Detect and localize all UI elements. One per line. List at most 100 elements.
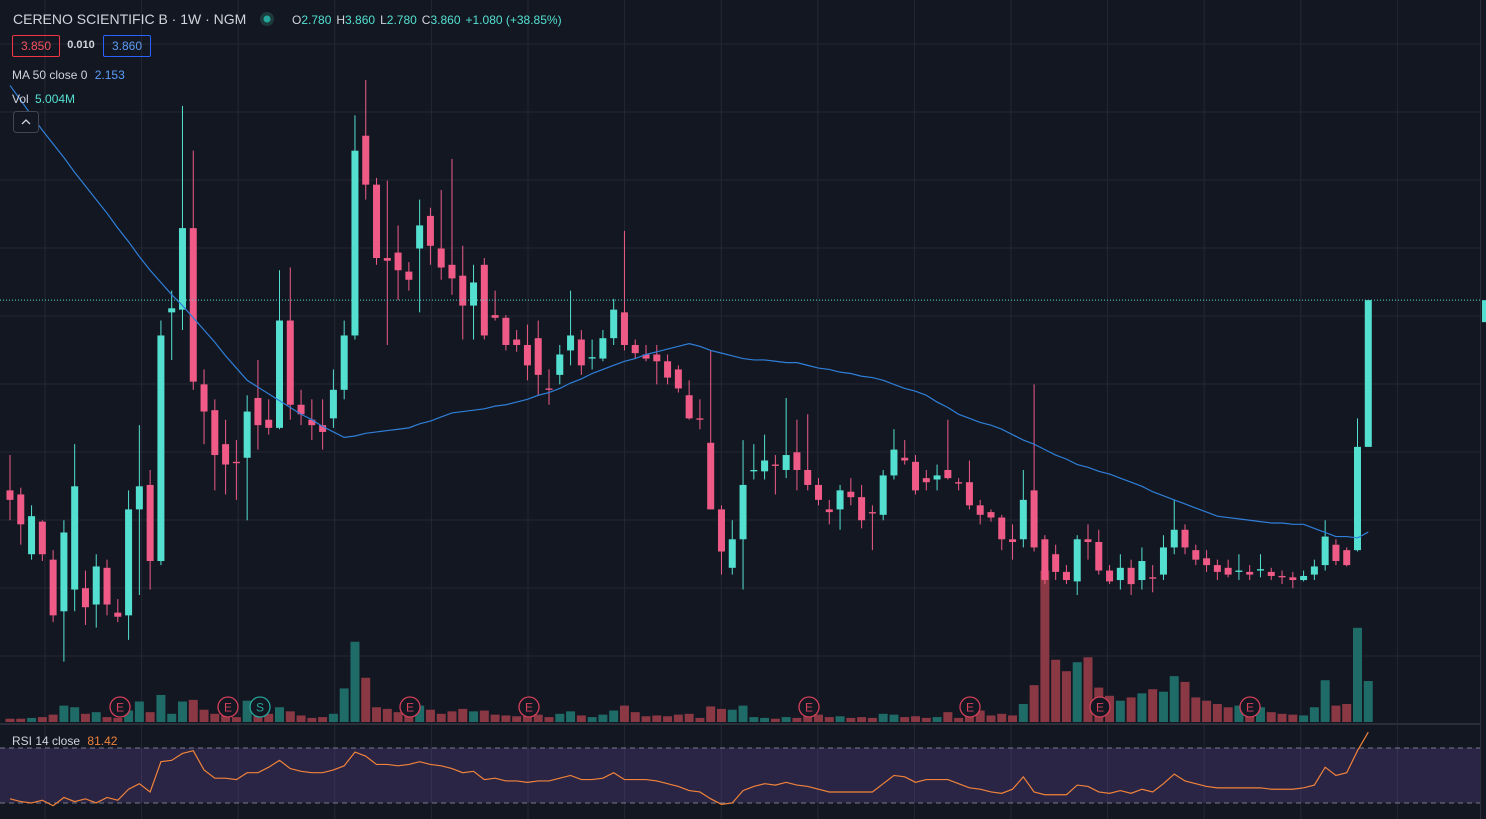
candle-body	[1084, 539, 1092, 542]
volume-name: Vol	[12, 92, 29, 106]
button-frame	[13, 111, 39, 133]
volume-bar	[1180, 681, 1190, 722]
candle-body	[793, 452, 801, 470]
volume-bar	[792, 717, 802, 722]
volume-bar	[458, 708, 468, 722]
volume-bar	[1255, 707, 1265, 722]
ask-box[interactable]: 3.860	[103, 35, 151, 57]
volume-bar	[275, 707, 284, 722]
candle-body	[674, 369, 682, 389]
candle-body	[1203, 558, 1211, 566]
ohlc-label: O	[292, 13, 302, 27]
event-marker[interactable]	[518, 696, 540, 718]
volume-bar	[857, 717, 867, 722]
volume-bar	[1191, 697, 1201, 722]
ma-legend[interactable]: MA 50 close 0 2.153	[12, 68, 125, 82]
candle-body	[976, 505, 984, 515]
volume-bar	[1126, 697, 1136, 722]
volume-bar	[350, 641, 360, 722]
volume-bar	[102, 717, 112, 722]
candle-body	[1213, 565, 1221, 572]
rsi-name: RSI 14 close	[12, 734, 81, 748]
ma-name: MA 50 close 0	[12, 68, 88, 82]
event-marker[interactable]	[959, 696, 981, 718]
candle-body	[1343, 550, 1351, 566]
event-marker[interactable]	[1089, 696, 1111, 718]
event-marker[interactable]	[217, 696, 239, 718]
collapse-button[interactable]	[13, 111, 39, 133]
candle-body	[1009, 539, 1017, 542]
volume-bar	[1202, 700, 1212, 722]
ohlc-label: C	[421, 13, 431, 27]
candle-body	[556, 354, 564, 375]
event-label: E	[406, 701, 414, 715]
volume-bar	[1137, 693, 1147, 722]
volume-bar	[911, 716, 921, 722]
event-marker[interactable]	[798, 696, 820, 718]
candle-body	[1149, 577, 1157, 579]
candle-body	[771, 464, 779, 466]
volume-bar	[1223, 707, 1233, 722]
candle-body	[782, 455, 790, 470]
volume-bar	[113, 717, 123, 722]
volume-bar	[307, 717, 317, 722]
event-label: E	[116, 701, 124, 715]
candle-body	[319, 425, 327, 432]
candle-body	[405, 271, 413, 280]
event-marker[interactable]	[109, 696, 131, 718]
candle-body	[383, 258, 391, 261]
candle-body	[879, 475, 887, 515]
event-marker[interactable]	[1239, 696, 1261, 718]
volume-bar	[1051, 659, 1061, 722]
candle-body	[933, 475, 941, 480]
volume-bar	[1148, 689, 1158, 722]
bid-box[interactable]: 3.850	[12, 35, 60, 57]
candle-body	[577, 339, 585, 366]
volume-bar	[609, 710, 619, 722]
candle-body	[825, 509, 833, 513]
volume-bar	[1040, 570, 1050, 722]
change: +1.080 (+38.85%)	[465, 13, 562, 27]
volume-bar	[134, 701, 144, 722]
rsi-legend[interactable]: RSI 14 close 81.42	[12, 734, 117, 748]
volume-bar	[1029, 685, 1039, 722]
volume-bar	[738, 705, 748, 722]
candle-body	[965, 482, 973, 506]
candle-body	[308, 419, 316, 426]
volume-bar	[425, 709, 435, 722]
candle-body	[1181, 529, 1189, 548]
volume-bar	[1320, 680, 1330, 722]
candle-body	[804, 469, 812, 485]
candle-body	[81, 588, 89, 608]
volume-bar	[490, 714, 500, 722]
candle-body	[1159, 547, 1167, 575]
volume-bar	[361, 677, 371, 722]
candle-body	[858, 497, 866, 521]
volume-bar	[512, 716, 522, 722]
candle-body	[631, 344, 639, 354]
candle-body	[750, 469, 758, 472]
volume-bar	[167, 713, 177, 722]
volume-bar	[1266, 712, 1276, 722]
event-marker[interactable]	[249, 696, 271, 718]
candle-body	[135, 486, 143, 510]
candle-body	[329, 389, 337, 419]
candle-body	[340, 335, 348, 390]
volume-bar	[943, 712, 953, 722]
candle-body	[28, 516, 36, 555]
volume-bar	[188, 699, 198, 722]
volume-legend[interactable]: Vol 5.004M	[12, 92, 75, 106]
volume-bar	[5, 718, 15, 722]
candle-body	[1192, 550, 1200, 560]
candle-body	[373, 184, 381, 259]
candle-body	[1052, 554, 1060, 572]
volume-bar	[673, 714, 683, 722]
event-marker[interactable]	[399, 696, 421, 718]
candle-body	[459, 275, 467, 306]
volume-bar	[781, 717, 791, 722]
volume-bar	[1212, 703, 1222, 722]
volume-bar	[48, 714, 58, 722]
volume-bar	[382, 708, 392, 722]
volume-bar	[846, 717, 856, 722]
